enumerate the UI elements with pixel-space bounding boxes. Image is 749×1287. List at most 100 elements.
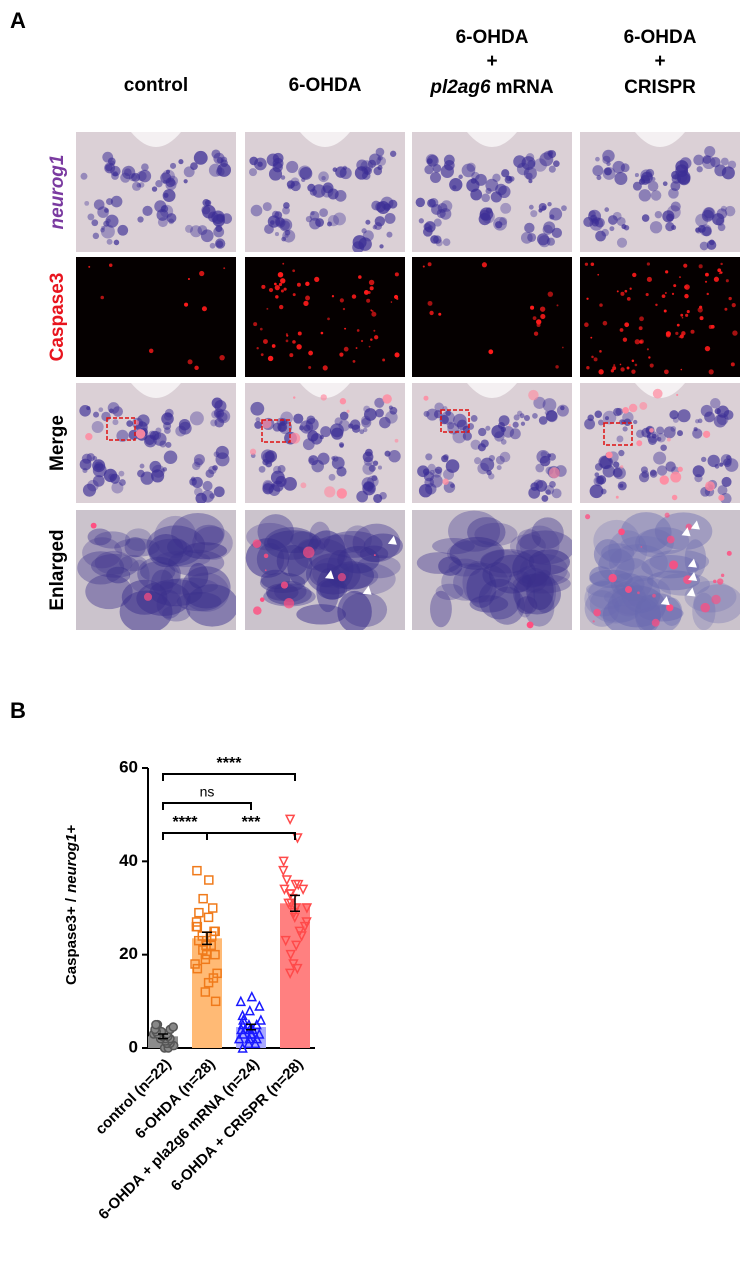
stain <box>263 586 316 607</box>
signal <box>599 303 603 307</box>
data-point <box>212 968 222 979</box>
stain <box>548 453 556 461</box>
signal <box>536 319 542 325</box>
signal <box>665 331 672 337</box>
stain <box>191 476 203 488</box>
image-bg <box>412 257 572 377</box>
stain <box>634 593 682 630</box>
stain <box>205 469 215 478</box>
stain <box>696 166 703 173</box>
signal <box>666 535 675 544</box>
micrograph <box>245 257 405 377</box>
stain <box>677 172 691 186</box>
image-grid <box>76 132 740 630</box>
stain <box>425 483 437 495</box>
stain <box>620 535 666 552</box>
stain <box>325 563 379 589</box>
stain <box>137 469 145 478</box>
stain <box>418 218 424 224</box>
stain <box>309 521 331 550</box>
stain <box>255 417 261 422</box>
stain <box>649 221 663 234</box>
stain <box>524 222 535 234</box>
arrowhead <box>324 570 334 580</box>
data-point <box>278 856 289 868</box>
signal <box>302 546 315 559</box>
stain <box>215 240 224 248</box>
stain <box>592 165 604 177</box>
signal <box>292 340 296 344</box>
signal <box>532 316 537 321</box>
error-bar <box>290 894 300 913</box>
column-header: control <box>124 75 188 96</box>
stain <box>136 170 147 182</box>
signal <box>678 276 682 279</box>
stain <box>668 188 679 199</box>
stain <box>697 418 703 424</box>
stain <box>148 533 184 568</box>
signal <box>664 369 669 375</box>
stain <box>189 411 204 426</box>
stain <box>542 398 557 412</box>
stain <box>299 167 313 180</box>
signal <box>285 339 289 343</box>
stain <box>523 166 537 180</box>
signal <box>645 292 649 297</box>
micrograph <box>412 510 572 630</box>
signal <box>292 269 296 273</box>
tissue-gap <box>467 383 517 398</box>
stain <box>141 163 149 172</box>
stain <box>720 454 732 466</box>
stain <box>538 208 543 213</box>
signal <box>252 539 262 548</box>
stain <box>619 483 624 488</box>
stain <box>597 419 604 426</box>
signal <box>274 285 280 291</box>
stain <box>193 454 205 466</box>
stain <box>656 465 668 476</box>
data-point <box>301 903 313 914</box>
signal <box>337 573 347 582</box>
signal <box>593 608 601 617</box>
stain <box>546 237 555 246</box>
stain <box>111 481 124 494</box>
stain <box>479 209 491 221</box>
stain <box>142 205 153 217</box>
stain <box>319 208 328 218</box>
signal <box>730 362 735 367</box>
stain <box>188 562 209 589</box>
stain <box>388 450 401 463</box>
stain <box>362 462 375 475</box>
signal <box>680 313 684 317</box>
tissue-gap <box>467 132 517 147</box>
signal <box>143 592 153 601</box>
stain <box>443 468 455 480</box>
stain <box>672 416 679 423</box>
panel-label: B <box>10 698 26 723</box>
error-bar <box>158 1033 168 1040</box>
stain <box>262 483 274 495</box>
signal <box>702 430 711 438</box>
significance-label: **** <box>173 814 199 831</box>
data-point <box>192 865 202 876</box>
stain <box>282 206 290 215</box>
stain <box>651 176 656 182</box>
stain <box>549 481 556 488</box>
tissue-gap <box>300 132 350 147</box>
signal <box>279 304 284 310</box>
stain <box>143 434 157 448</box>
stain <box>539 152 554 167</box>
stain <box>193 524 224 546</box>
stain <box>202 480 213 491</box>
signal <box>259 597 265 602</box>
stain <box>384 212 396 224</box>
signal <box>605 451 613 459</box>
stain <box>703 207 715 219</box>
data-point <box>151 1019 161 1030</box>
stain <box>486 469 492 476</box>
data-point <box>191 917 202 927</box>
stain <box>670 181 681 192</box>
signal <box>368 279 375 286</box>
stain <box>723 409 734 420</box>
signal <box>263 553 269 559</box>
